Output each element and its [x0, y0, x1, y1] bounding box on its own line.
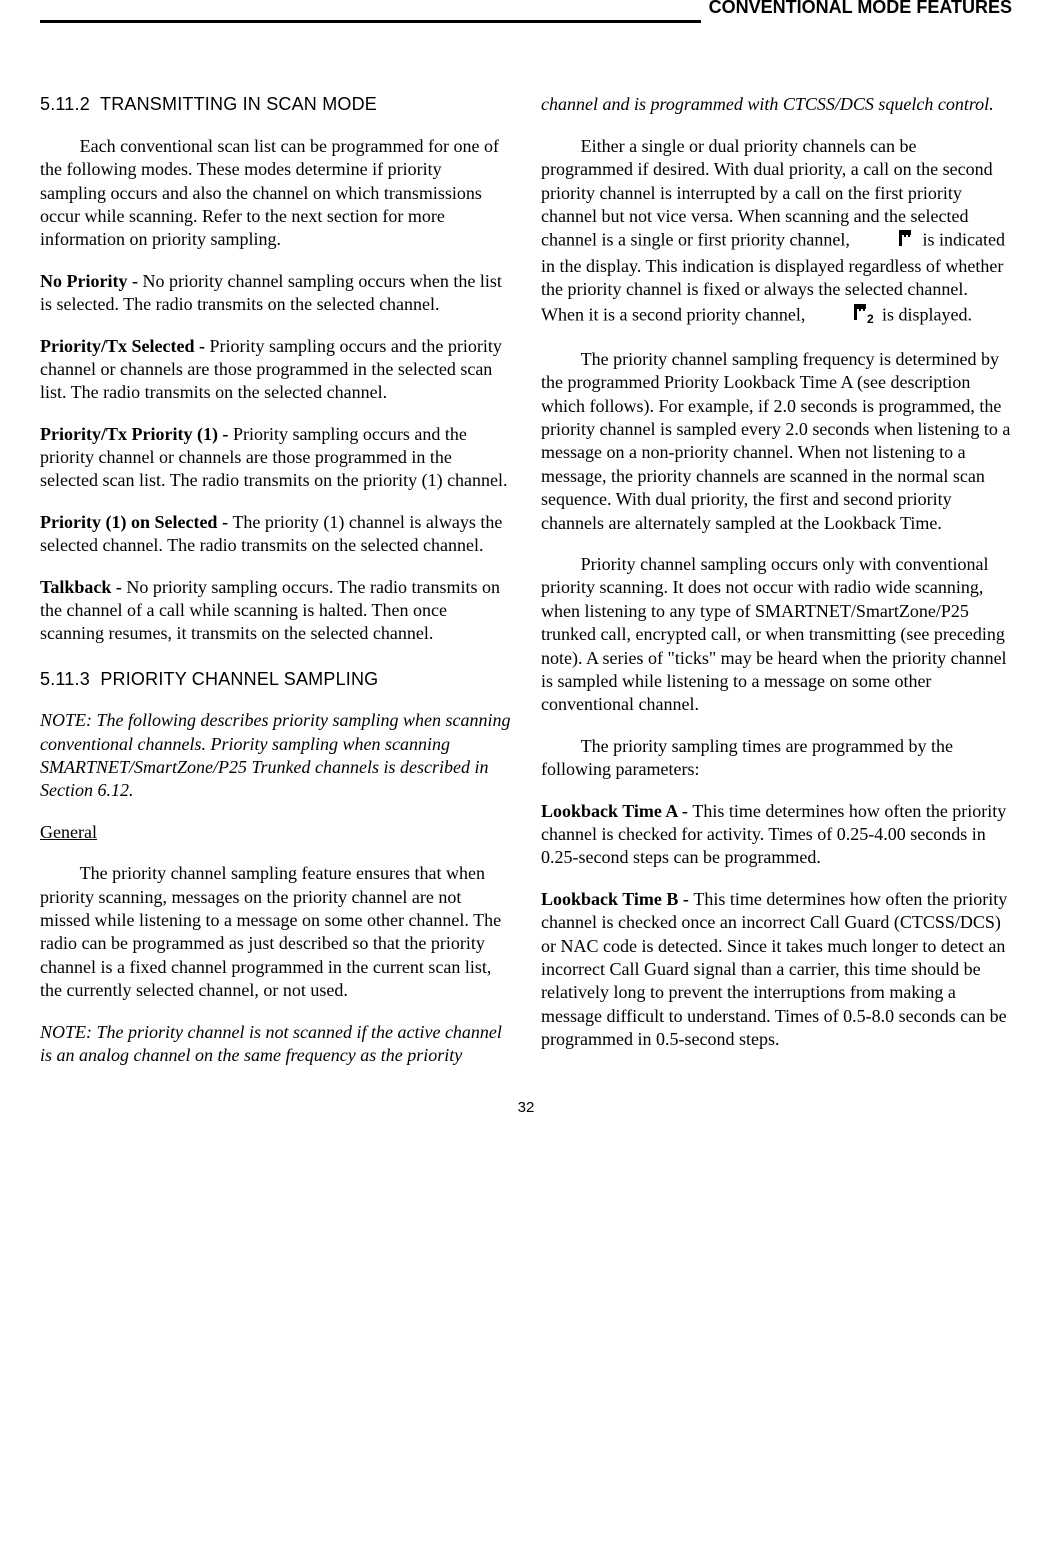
term: Lookback Time B - — [541, 889, 693, 909]
subheading-text: General — [40, 822, 97, 842]
paragraph: Priority channel sampling occurs only wi… — [541, 553, 1012, 717]
section-title: PRIORITY CHANNEL SAMPLING — [100, 669, 378, 689]
definition: This time determines how often the prior… — [541, 889, 1007, 1049]
term: Talkback - — [40, 577, 126, 597]
note: NOTE: The following describes priority s… — [40, 709, 511, 803]
text-part: is displayed. — [882, 304, 972, 324]
term: Priority/Tx Priority (1) - — [40, 424, 233, 444]
term: Lookback Time A - — [541, 801, 692, 821]
paragraph-no-priority: No Priority - No priority channel sampli… — [40, 270, 511, 317]
paragraph-talkback: Talkback - No priority sampling occurs. … — [40, 576, 511, 646]
paragraph: The priority sampling times are programm… — [541, 735, 1012, 782]
paragraph-lookback-b: Lookback Time B - This time determines h… — [541, 888, 1012, 1052]
page-number: 32 — [40, 1098, 1012, 1118]
section-number: 5.11.3 — [40, 669, 90, 689]
svg-text:2: 2 — [867, 312, 874, 324]
section-heading-5-11-2: 5.11.2 TRANSMITTING IN SCAN MODE — [40, 93, 511, 116]
paragraph: The priority channel sampling feature en… — [40, 862, 511, 1002]
section-number: 5.11.2 — [40, 94, 90, 114]
body-columns: 5.11.2 TRANSMITTING IN SCAN MODE Each co… — [40, 93, 1012, 1068]
paragraph-priority-tx-priority-1: Priority/Tx Priority (1) - Priority samp… — [40, 423, 511, 493]
paragraph-priority-1-on-selected: Priority (1) on Selected - The priority … — [40, 511, 511, 558]
section-title: TRANSMITTING IN SCAN MODE — [100, 94, 377, 114]
term: No Priority - — [40, 271, 142, 291]
term: Priority (1) on Selected - — [40, 512, 232, 532]
paragraph-priority-icons: Either a single or dual priority channel… — [541, 135, 1012, 330]
paragraph: Each conventional scan list can be progr… — [40, 135, 511, 252]
term: Priority/Tx Selected - — [40, 336, 209, 356]
running-header: CONVENTIONAL MODE FEATURES — [701, 0, 1012, 23]
priority-flag-icon — [856, 228, 916, 254]
paragraph-priority-tx-selected: Priority/Tx Selected - Priority sampling… — [40, 335, 511, 405]
subheading-general: General — [40, 821, 511, 844]
section-heading-5-11-3: 5.11.3 PRIORITY CHANNEL SAMPLING — [40, 668, 511, 691]
priority-flag-2-icon: 2 — [812, 302, 876, 330]
paragraph: The priority channel sampling frequency … — [541, 348, 1012, 535]
paragraph-lookback-a: Lookback Time A - This time determines h… — [541, 800, 1012, 870]
